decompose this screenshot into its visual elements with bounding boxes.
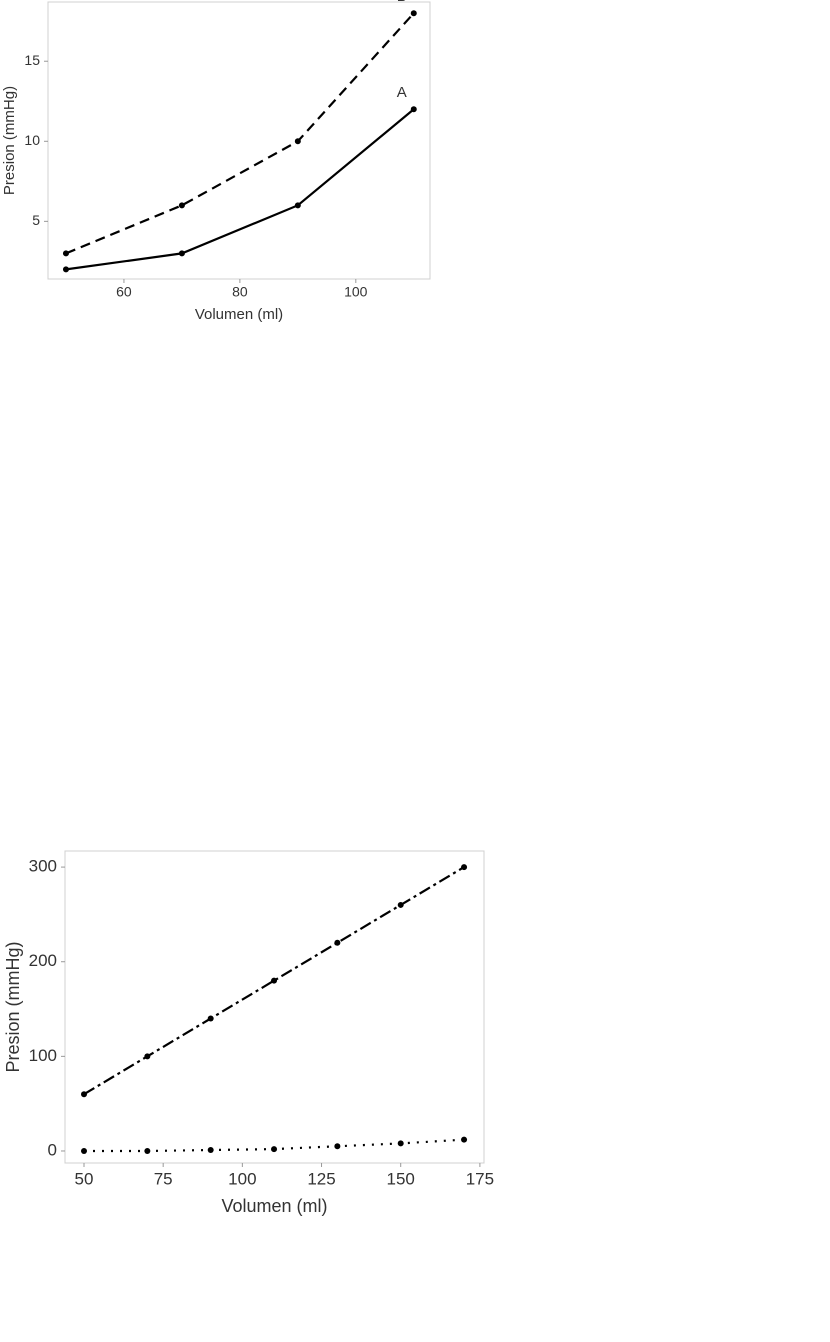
data-point [294, 138, 301, 145]
y-tick-label: 10 [24, 132, 40, 148]
x-tick-label: 80 [232, 284, 248, 300]
data-point [397, 901, 404, 908]
data-point [62, 250, 69, 257]
y-axis-label: Presion (mmHg) [1, 86, 18, 195]
data-point [178, 250, 185, 257]
data-point [461, 1136, 468, 1143]
x-tick-label: 125 [307, 1169, 335, 1188]
x-tick-label: 100 [344, 284, 368, 300]
data-point [144, 1053, 151, 1060]
x-axis-label: Volumen (ml) [221, 1196, 327, 1216]
data-point [207, 1015, 214, 1022]
data-point [271, 1146, 278, 1153]
x-tick-label: 50 [75, 1169, 94, 1188]
x-tick-label: 175 [466, 1169, 494, 1188]
data-point [81, 1147, 88, 1154]
data-point [178, 202, 185, 209]
x-tick-label: 75 [154, 1169, 173, 1188]
data-point [144, 1147, 151, 1154]
y-tick-label: 5 [32, 212, 40, 228]
data-point [62, 266, 69, 273]
x-tick-label: 60 [116, 284, 132, 300]
data-point [397, 1140, 404, 1147]
data-point [410, 10, 417, 17]
x-tick-label: 150 [387, 1169, 415, 1188]
data-point [271, 977, 278, 984]
y-tick-label: 300 [29, 857, 57, 876]
data-point [410, 106, 417, 113]
x-tick-label: 100 [228, 1169, 256, 1188]
series-line [65, 108, 415, 271]
data-point [334, 1143, 341, 1150]
data-point [207, 1147, 214, 1154]
y-tick-label: 0 [48, 1140, 57, 1159]
y-tick-label: 100 [29, 1046, 57, 1065]
data-point [294, 202, 301, 209]
series-label: B [397, 0, 407, 5]
plot-frame [47, 1, 431, 280]
x-axis-label: Volumen (ml) [195, 306, 283, 323]
y-tick-label: 15 [24, 52, 40, 68]
y-axis-label: Presion (mmHg) [3, 941, 23, 1072]
plot-frame [64, 850, 485, 1164]
data-point [461, 864, 468, 871]
y-tick-label: 200 [29, 951, 57, 970]
series-line [65, 12, 415, 255]
data-point [334, 939, 341, 946]
data-point [81, 1091, 88, 1098]
series-label: A [397, 84, 407, 101]
